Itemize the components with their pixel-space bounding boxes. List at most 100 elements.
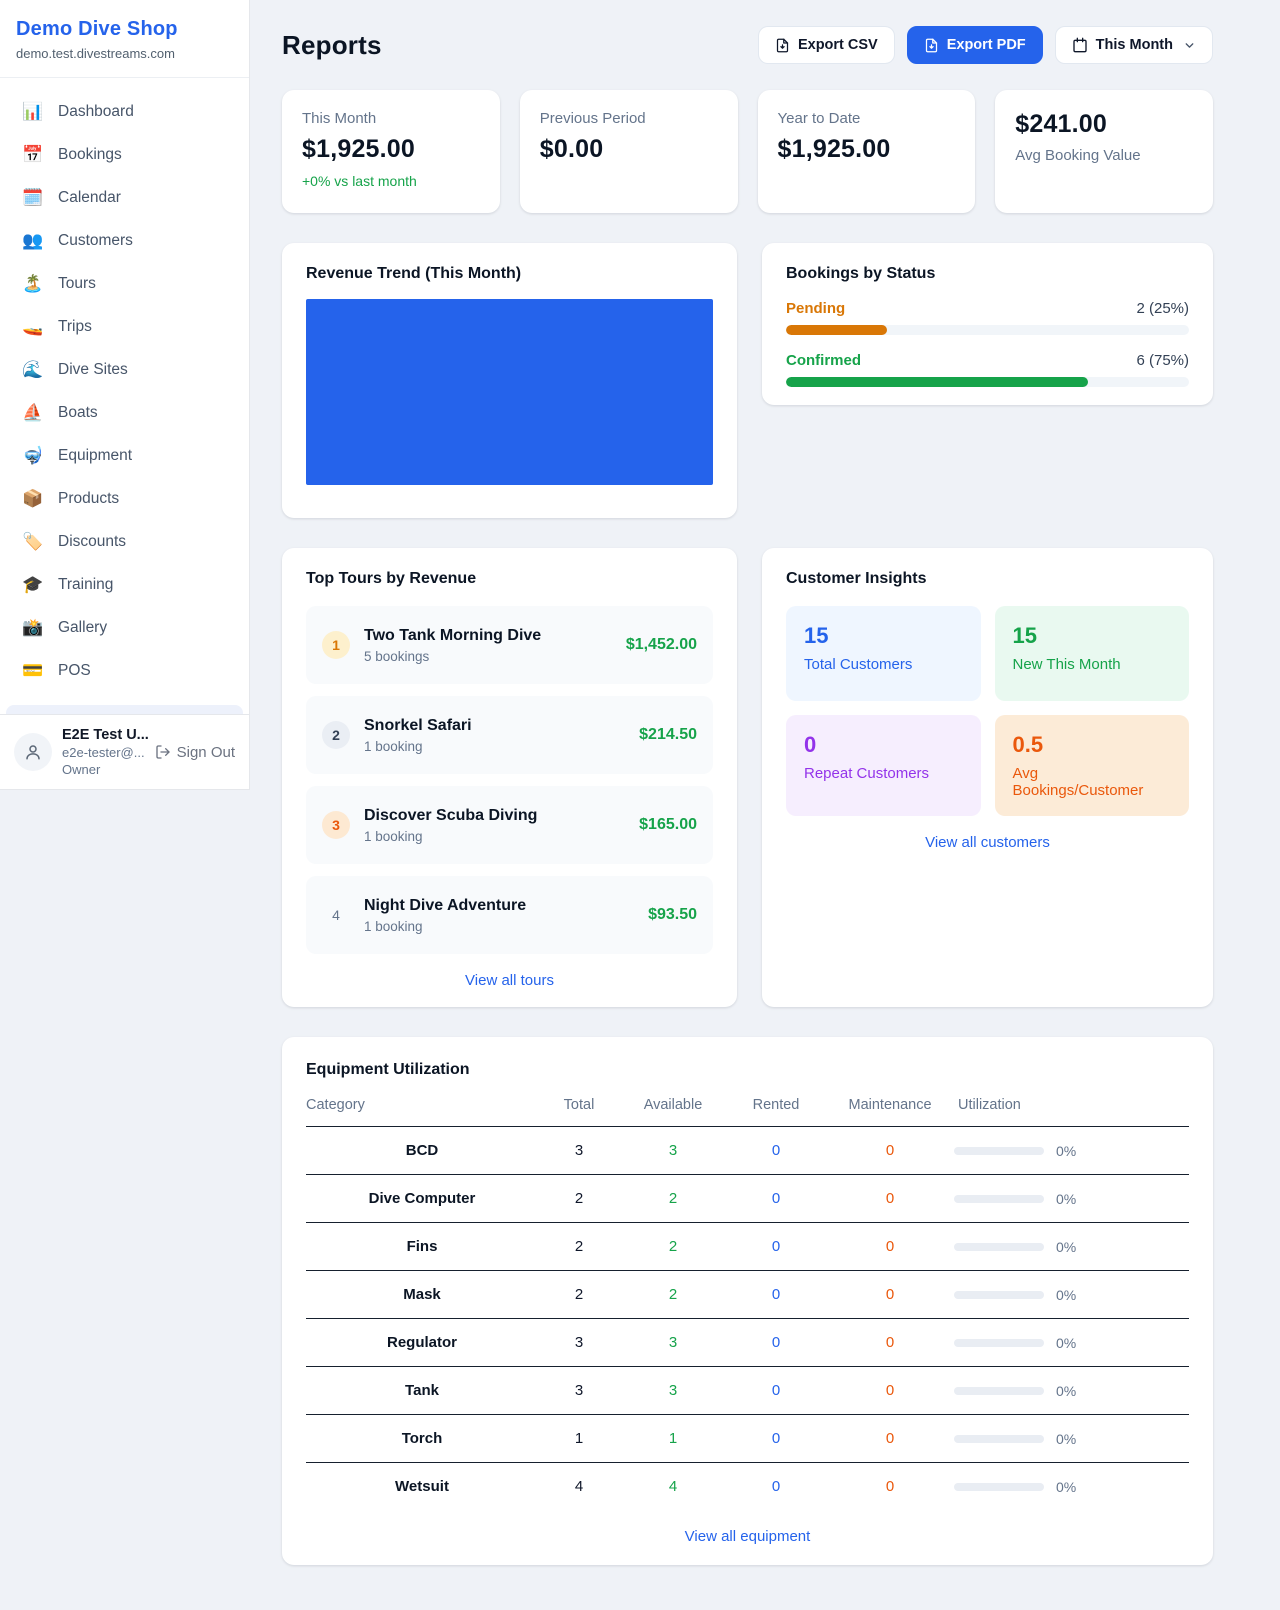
sidebar-item[interactable]: 📅 Bookings	[8, 133, 241, 176]
equipment-available: 2	[620, 1270, 726, 1319]
tour-revenue: $1,452.00	[625, 636, 697, 653]
equipment-maintenance: 0	[826, 1222, 954, 1271]
sidebar-item-label: Calendar	[58, 188, 121, 206]
sidebar-item-label: Training	[58, 575, 114, 593]
sidebar-item[interactable]: 🎓 Training	[8, 563, 241, 606]
tour-revenue: $214.50	[639, 726, 697, 743]
user-footer: E2E Test U... e2e-tester@... Owner Sign …	[0, 714, 249, 789]
insight-label: New This Month	[1012, 656, 1121, 673]
equipment-maintenance: 0	[826, 1126, 954, 1175]
equipment-rented: 0	[726, 1222, 826, 1271]
export-csv-button[interactable]: Export CSV	[757, 26, 895, 64]
tour-name: Night Dive Adventure	[364, 896, 527, 914]
sidebar-item-label: Equipment	[58, 446, 133, 464]
equipment-available: 4	[668, 1478, 678, 1495]
person-icon	[26, 745, 40, 760]
equipment-total: 2	[538, 1222, 620, 1271]
utilization-bar-track	[954, 1194, 1044, 1203]
sidebar-item-icon: 📊	[22, 101, 44, 121]
equipment-available: 3	[620, 1366, 726, 1415]
sidebar-item[interactable]: 🌊 Dive Sites	[8, 348, 241, 391]
brand-name[interactable]: Demo Dive Shop	[16, 18, 178, 40]
top-tours-card: Top Tours by Revenue 1 Two Tank Morning …	[282, 548, 737, 1007]
equipment-table: Category Total Available Rented Maintena…	[306, 1097, 1189, 1510]
period-dropdown[interactable]: This Month	[1054, 26, 1213, 64]
sidebar-item-icon: 🌊	[22, 359, 44, 379]
sidebar-item-icon: 🎓	[22, 574, 44, 594]
view-all-customers-link[interactable]: View all customers	[925, 834, 1050, 851]
user-name: E2E Test U...	[62, 727, 149, 743]
equipment-maintenance: 0	[826, 1270, 954, 1319]
stat-value: $1,925.00	[777, 135, 891, 163]
sidebar-item-label: Discounts	[58, 532, 127, 550]
utilization-bar-track	[954, 1482, 1044, 1491]
insight-label: Repeat Customers	[804, 765, 930, 782]
equipment-category: Fins	[306, 1222, 538, 1271]
sidebar-item-label: Products	[58, 489, 120, 507]
stat-delta: +0% vs last month	[302, 173, 417, 189]
utilization-bar-track	[954, 1146, 1044, 1155]
chevron-down-icon	[1185, 42, 1194, 48]
sidebar-item[interactable]: 🗓️ Calendar	[8, 176, 241, 219]
utilization-percent: 0%	[1056, 1142, 1077, 1159]
sidebar-nav: 📊 Dashboard 📅 Bookings 🗓️ Calendar 👥 Cus…	[0, 78, 249, 703]
avatar	[14, 733, 52, 771]
equipment-table-row: Tank 3 3 0 0 0%	[306, 1366, 1189, 1415]
insight-tile: 0.5 Avg Bookings/Customer	[994, 715, 1189, 816]
equipment-category: Regulator	[306, 1318, 538, 1367]
sidebar-item[interactable]: 🚤 Trips	[8, 305, 241, 348]
status-value: 2 (25%)	[1136, 300, 1189, 317]
equipment-category: BCD	[306, 1126, 538, 1175]
utilization-percent: 0%	[1056, 1334, 1077, 1351]
equipment-total: 3	[538, 1318, 620, 1367]
sidebar-item[interactable]: 🏝️ Tours	[8, 262, 241, 305]
page-header: Reports Export CSV Export PDF	[282, 26, 1213, 64]
sidebar-item-icon: 📅	[22, 144, 44, 164]
stat-cards: This Month $1,925.00 +0% vs last month P…	[282, 90, 1213, 213]
sidebar-item-label: Gallery	[58, 618, 108, 636]
sidebar-item-icon: 💳	[22, 660, 44, 680]
sidebar-item[interactable]: 📊 Dashboard	[8, 90, 241, 133]
equipment-utilization-card: Equipment Utilization Category Total Ava…	[282, 1037, 1213, 1565]
sidebar-item[interactable]: 🤿 Equipment	[8, 434, 241, 477]
sidebar-item-label: Tours	[58, 274, 96, 292]
stat-card: Avg Booking Value $241.00	[995, 90, 1213, 213]
brand-domain: demo.test.divestreams.com	[16, 46, 175, 61]
sidebar-item[interactable]: 📦 Products	[8, 477, 241, 520]
main-content: Reports Export CSV Export PDF	[250, 0, 1280, 1609]
view-all-equipment-link[interactable]: View all equipment	[684, 1528, 811, 1545]
page-title: Reports	[282, 29, 382, 60]
stat-value: $241.00	[1015, 110, 1108, 138]
equipment-total: 2	[538, 1270, 620, 1319]
status-row: Confirmed 6 (75%)	[786, 352, 1189, 387]
insight-label: Total Customers	[804, 656, 913, 673]
equipment-table-row: BCD 3 3 0 0 0%	[306, 1126, 1189, 1175]
tour-bookings: 1 booking	[364, 918, 423, 934]
equipment-rented: 0	[771, 1478, 781, 1495]
status-value: 6 (75%)	[1136, 352, 1189, 369]
view-all-tours-link[interactable]: View all tours	[465, 972, 554, 989]
equipment-category: Wetsuit	[395, 1478, 449, 1495]
sidebar-item[interactable]: ⛵ Boats	[8, 391, 241, 434]
user-email: e2e-tester@...	[62, 745, 145, 760]
customer-insights-title: Customer Insights	[786, 570, 927, 587]
equipment-rented: 0	[726, 1366, 826, 1415]
sidebar-item[interactable]: 💳 POS	[8, 649, 241, 692]
sidebar-item[interactable]: 📸 Gallery	[8, 606, 241, 649]
status-progress-track	[786, 377, 1189, 387]
sidebar-item[interactable]: 👥 Customers	[8, 219, 241, 262]
stat-value: $0.00	[539, 135, 604, 163]
equipment-table-row: Torch 1 1 0 0 0%	[306, 1414, 1189, 1463]
status-row: Pending 2 (25%)	[786, 300, 1189, 335]
sidebar-item[interactable]: 🏷️ Discounts	[8, 520, 241, 563]
export-pdf-button[interactable]: Export PDF	[906, 26, 1043, 64]
sidebar-item-reports-active-partial[interactable]	[6, 705, 243, 714]
utilization-percent: 0%	[1056, 1190, 1077, 1207]
sidebar-item-icon: 🤿	[22, 445, 44, 465]
status-progress-fill	[786, 377, 1089, 387]
equipment-category: Torch	[306, 1414, 538, 1463]
rank-badge: 4	[332, 907, 340, 923]
sign-out-button[interactable]: Sign Out	[155, 744, 235, 761]
equipment-available: 2	[620, 1174, 726, 1223]
equipment-available: 1	[620, 1414, 726, 1463]
